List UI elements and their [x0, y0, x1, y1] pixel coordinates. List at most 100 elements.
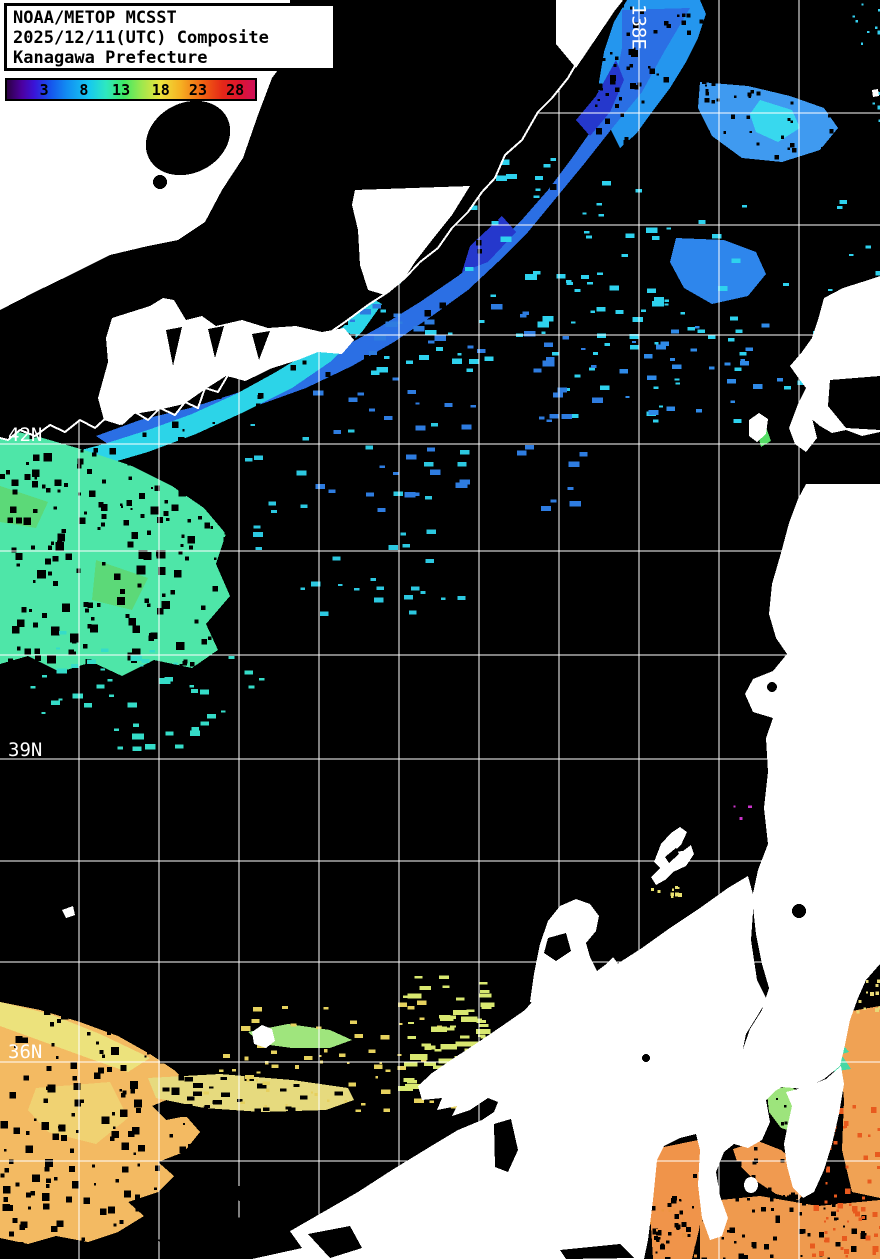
- speck: [359, 309, 371, 315]
- speck: [52, 555, 59, 562]
- speck: [428, 340, 435, 344]
- speck: [647, 1254, 653, 1259]
- speck: [171, 504, 179, 511]
- speck: [190, 661, 195, 667]
- speck: [300, 529, 307, 536]
- speck: [568, 461, 580, 467]
- speck: [878, 119, 880, 123]
- speck: [192, 477, 198, 483]
- speck: [283, 559, 290, 566]
- speck: [835, 1242, 841, 1247]
- speck: [520, 314, 527, 318]
- speck: [630, 6, 633, 10]
- speck: [832, 1203, 836, 1207]
- speck: [596, 202, 602, 206]
- speck: [100, 668, 105, 671]
- speck: [715, 1175, 720, 1180]
- speck: [837, 1108, 844, 1114]
- speck: [656, 1238, 660, 1242]
- speck: [692, 1174, 697, 1178]
- speck: [56, 1220, 64, 1228]
- speck: [57, 533, 66, 542]
- speck: [782, 1194, 786, 1197]
- speck: [432, 1065, 444, 1069]
- speck: [861, 1207, 866, 1212]
- speck: [265, 1088, 270, 1093]
- speck: [733, 805, 736, 808]
- speck: [860, 1233, 867, 1239]
- product-date: 2025/12/11(UTC) Composite: [13, 28, 269, 48]
- speck: [430, 423, 438, 427]
- speck: [97, 1067, 104, 1074]
- speck: [127, 461, 132, 466]
- speck: [193, 1091, 202, 1096]
- speck: [533, 271, 541, 275]
- speck: [101, 1116, 110, 1124]
- speck: [678, 83, 681, 86]
- speck: [86, 659, 96, 664]
- speck: [439, 271, 446, 279]
- speck: [666, 23, 671, 29]
- speck: [270, 510, 277, 514]
- speck: [218, 620, 227, 630]
- speck: [373, 1064, 383, 1070]
- speck: [877, 1166, 880, 1169]
- speck: [492, 363, 498, 369]
- speck: [874, 1233, 878, 1238]
- speck: [595, 83, 603, 91]
- speck: [166, 518, 170, 522]
- speck: [478, 320, 485, 324]
- speck: [460, 1035, 470, 1039]
- speck: [73, 1082, 81, 1090]
- speck: [784, 1105, 787, 1108]
- speck: [172, 664, 176, 669]
- speck: [218, 475, 225, 483]
- speck: [666, 1240, 670, 1244]
- speck: [629, 344, 640, 350]
- speck: [282, 504, 286, 508]
- speck: [184, 1076, 194, 1082]
- speck: [845, 1254, 849, 1258]
- speck: [150, 632, 158, 640]
- speck: [264, 651, 269, 655]
- speck: [204, 449, 211, 457]
- speck: [95, 1041, 99, 1045]
- speck: [664, 303, 669, 306]
- speck: [219, 642, 226, 648]
- speck: [25, 1000, 28, 1003]
- speck: [679, 1199, 682, 1202]
- speck: [870, 992, 874, 997]
- speck: [495, 175, 507, 181]
- speck: [41, 484, 46, 489]
- speck: [610, 51, 613, 55]
- speck: [543, 164, 551, 168]
- speck: [132, 625, 141, 634]
- speck: [631, 341, 636, 344]
- speck: [824, 1230, 828, 1234]
- speck: [852, 15, 855, 18]
- speck: [286, 565, 291, 570]
- speck: [291, 612, 297, 618]
- speck: [158, 677, 171, 684]
- speck: [69, 1166, 75, 1172]
- speck: [7, 1205, 13, 1211]
- speck: [601, 161, 607, 168]
- russia-snow-wedge: [556, 0, 622, 68]
- speck: [646, 121, 651, 125]
- speck: [132, 723, 139, 727]
- speck: [43, 1008, 51, 1016]
- speck: [812, 1253, 816, 1258]
- speck: [599, 148, 605, 154]
- speck: [633, 47, 636, 50]
- speck: [746, 115, 751, 119]
- speck: [121, 1142, 129, 1150]
- speck: [605, 92, 609, 96]
- speck: [273, 669, 279, 675]
- speck: [823, 1207, 826, 1210]
- speck: [31, 469, 40, 478]
- speck: [455, 482, 468, 489]
- speck: [15, 1244, 21, 1251]
- speck: [31, 545, 35, 550]
- speck: [81, 1237, 85, 1241]
- speck: [752, 1209, 756, 1213]
